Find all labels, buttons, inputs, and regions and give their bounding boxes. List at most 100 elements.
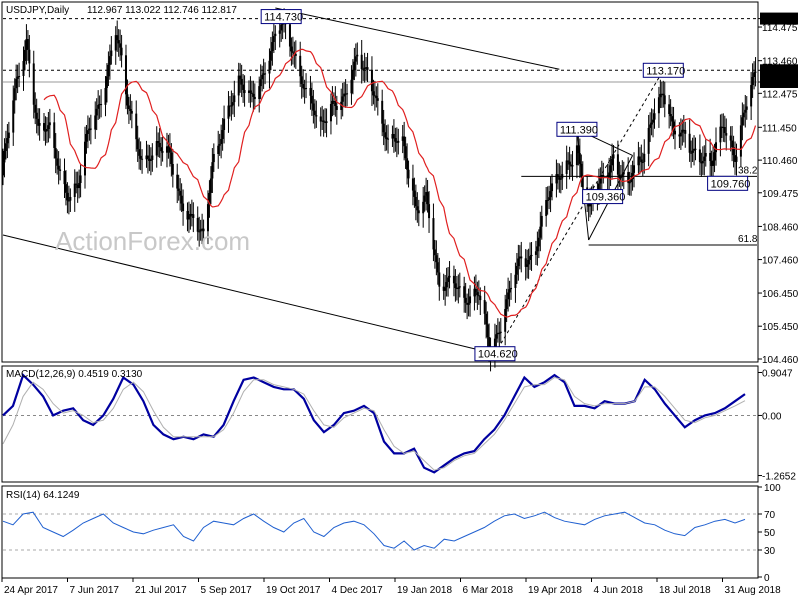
- price-label-box: [760, 64, 798, 77]
- price-candle-body: [212, 153, 215, 163]
- price-candle-body: [508, 289, 511, 293]
- price-candle-body: [321, 120, 324, 122]
- price-candle-body: [53, 122, 56, 148]
- price-candle-body: [300, 76, 303, 84]
- price-candle-body: [416, 206, 419, 211]
- price-candle-body: [375, 95, 378, 99]
- price-candle-body: [669, 114, 672, 117]
- price-candle-body: [679, 132, 682, 137]
- price-candle-body: [239, 75, 242, 79]
- price-candle-body: [64, 184, 67, 193]
- price-axis-tick-label: 109.475: [762, 189, 799, 200]
- price-candle-body: [713, 152, 716, 161]
- price-candle-body: [474, 288, 477, 293]
- price-candle-body: [401, 136, 404, 141]
- rsi-panel-title: RSI(14) 64.1249: [6, 490, 80, 501]
- rsi-axis-tick-label: 70: [764, 510, 776, 521]
- price-candle-body: [381, 100, 384, 124]
- price-candle-body: [85, 133, 88, 142]
- price-candle-body: [715, 142, 718, 153]
- price-candle-body: [25, 39, 28, 50]
- price-candle-body: [190, 213, 193, 215]
- price-candle-body: [218, 144, 221, 146]
- price-candle-body: [302, 83, 305, 89]
- price-candle-body: [479, 295, 482, 301]
- price-candle-body: [499, 331, 502, 333]
- price-candle-body: [668, 104, 671, 115]
- price-candle-body: [455, 288, 458, 290]
- price-candle-body: [370, 69, 373, 92]
- price-candle-body: [411, 178, 414, 191]
- price-candle-body: [75, 183, 78, 185]
- price-candle-body: [650, 122, 653, 125]
- price-candle-body: [690, 152, 693, 154]
- price-candle-body: [693, 148, 696, 151]
- price-candle-body: [171, 164, 174, 175]
- price-candle-body: [517, 258, 520, 267]
- price-candle-body: [13, 88, 16, 101]
- price-candle-body: [325, 121, 328, 123]
- price-candle-body: [259, 79, 262, 87]
- price-candle-body: [469, 296, 472, 304]
- price-candle-body: [426, 192, 429, 205]
- price-candle-body: [69, 197, 72, 201]
- price-candle-body: [209, 178, 212, 193]
- price-candle-body: [151, 155, 154, 160]
- annotation-label: 109.360: [586, 192, 626, 204]
- price-candle-body: [350, 79, 353, 94]
- price-candle-body: [384, 132, 387, 138]
- price-candle-body: [555, 174, 558, 184]
- price-candle-body: [16, 76, 19, 79]
- price-candle-body: [458, 286, 461, 288]
- price-candle-body: [701, 160, 704, 164]
- price-candle-body: [119, 43, 122, 48]
- price-candle-body: [47, 125, 50, 130]
- price-candle-body: [662, 93, 665, 96]
- price-candle-body: [485, 313, 488, 325]
- price-candle-body: [252, 93, 255, 97]
- price-candle-body: [196, 217, 199, 232]
- price-candle-body: [138, 149, 141, 156]
- price-candle-body: [602, 174, 605, 176]
- annotation-box: [582, 189, 624, 205]
- price-candle-body: [751, 77, 754, 85]
- price-candle-body: [712, 160, 715, 166]
- x-axis-tick-label: 19 Apr 2018: [528, 585, 582, 596]
- price-candle-body: [466, 302, 469, 305]
- price-candle-body: [537, 237, 540, 247]
- price-candle-body: [637, 156, 640, 166]
- price-candle-body: [240, 78, 243, 85]
- price-candle-body: [539, 226, 542, 238]
- price-candle-body: [278, 30, 281, 34]
- price-candle-body: [404, 146, 407, 159]
- price-candle-body: [114, 35, 117, 51]
- price-axis-tick-label: 113.460: [762, 57, 798, 68]
- price-candle-body: [445, 281, 448, 288]
- x-axis-tick-label: 21 Jul 2017: [135, 585, 187, 596]
- price-candle-body: [395, 141, 398, 143]
- price-candle-body: [581, 176, 584, 188]
- fibonacci-level-label: 61.8: [738, 234, 758, 245]
- price-label-box: [760, 12, 798, 25]
- macd-panel: 0.9047 0.00 -1.2652: [2, 368, 796, 483]
- price-candle-body: [135, 113, 138, 140]
- price-candle-body: [117, 40, 120, 44]
- price-candle-body: [372, 91, 375, 96]
- price-candle-body: [754, 71, 757, 73]
- rsi-panel: 100 70 50 30 0: [2, 483, 781, 584]
- price-candle-body: [580, 163, 583, 177]
- annotation-label: 114.730: [264, 12, 303, 24]
- price-candle-body: [720, 126, 723, 128]
- price-candle-body: [6, 138, 9, 144]
- price-candle-body: [157, 141, 160, 143]
- price-candle-body: [428, 204, 431, 219]
- price-candle-body: [575, 145, 578, 166]
- x-axis-tick-label: 5 Sep 2017: [201, 585, 253, 596]
- price-candle-body: [734, 155, 737, 162]
- price-candle-body: [360, 54, 363, 70]
- price-candle-body: [344, 93, 347, 95]
- price-axis-tick-label: 108.460: [762, 222, 799, 233]
- price-candle-body: [343, 93, 346, 97]
- price-candle-body: [647, 127, 650, 154]
